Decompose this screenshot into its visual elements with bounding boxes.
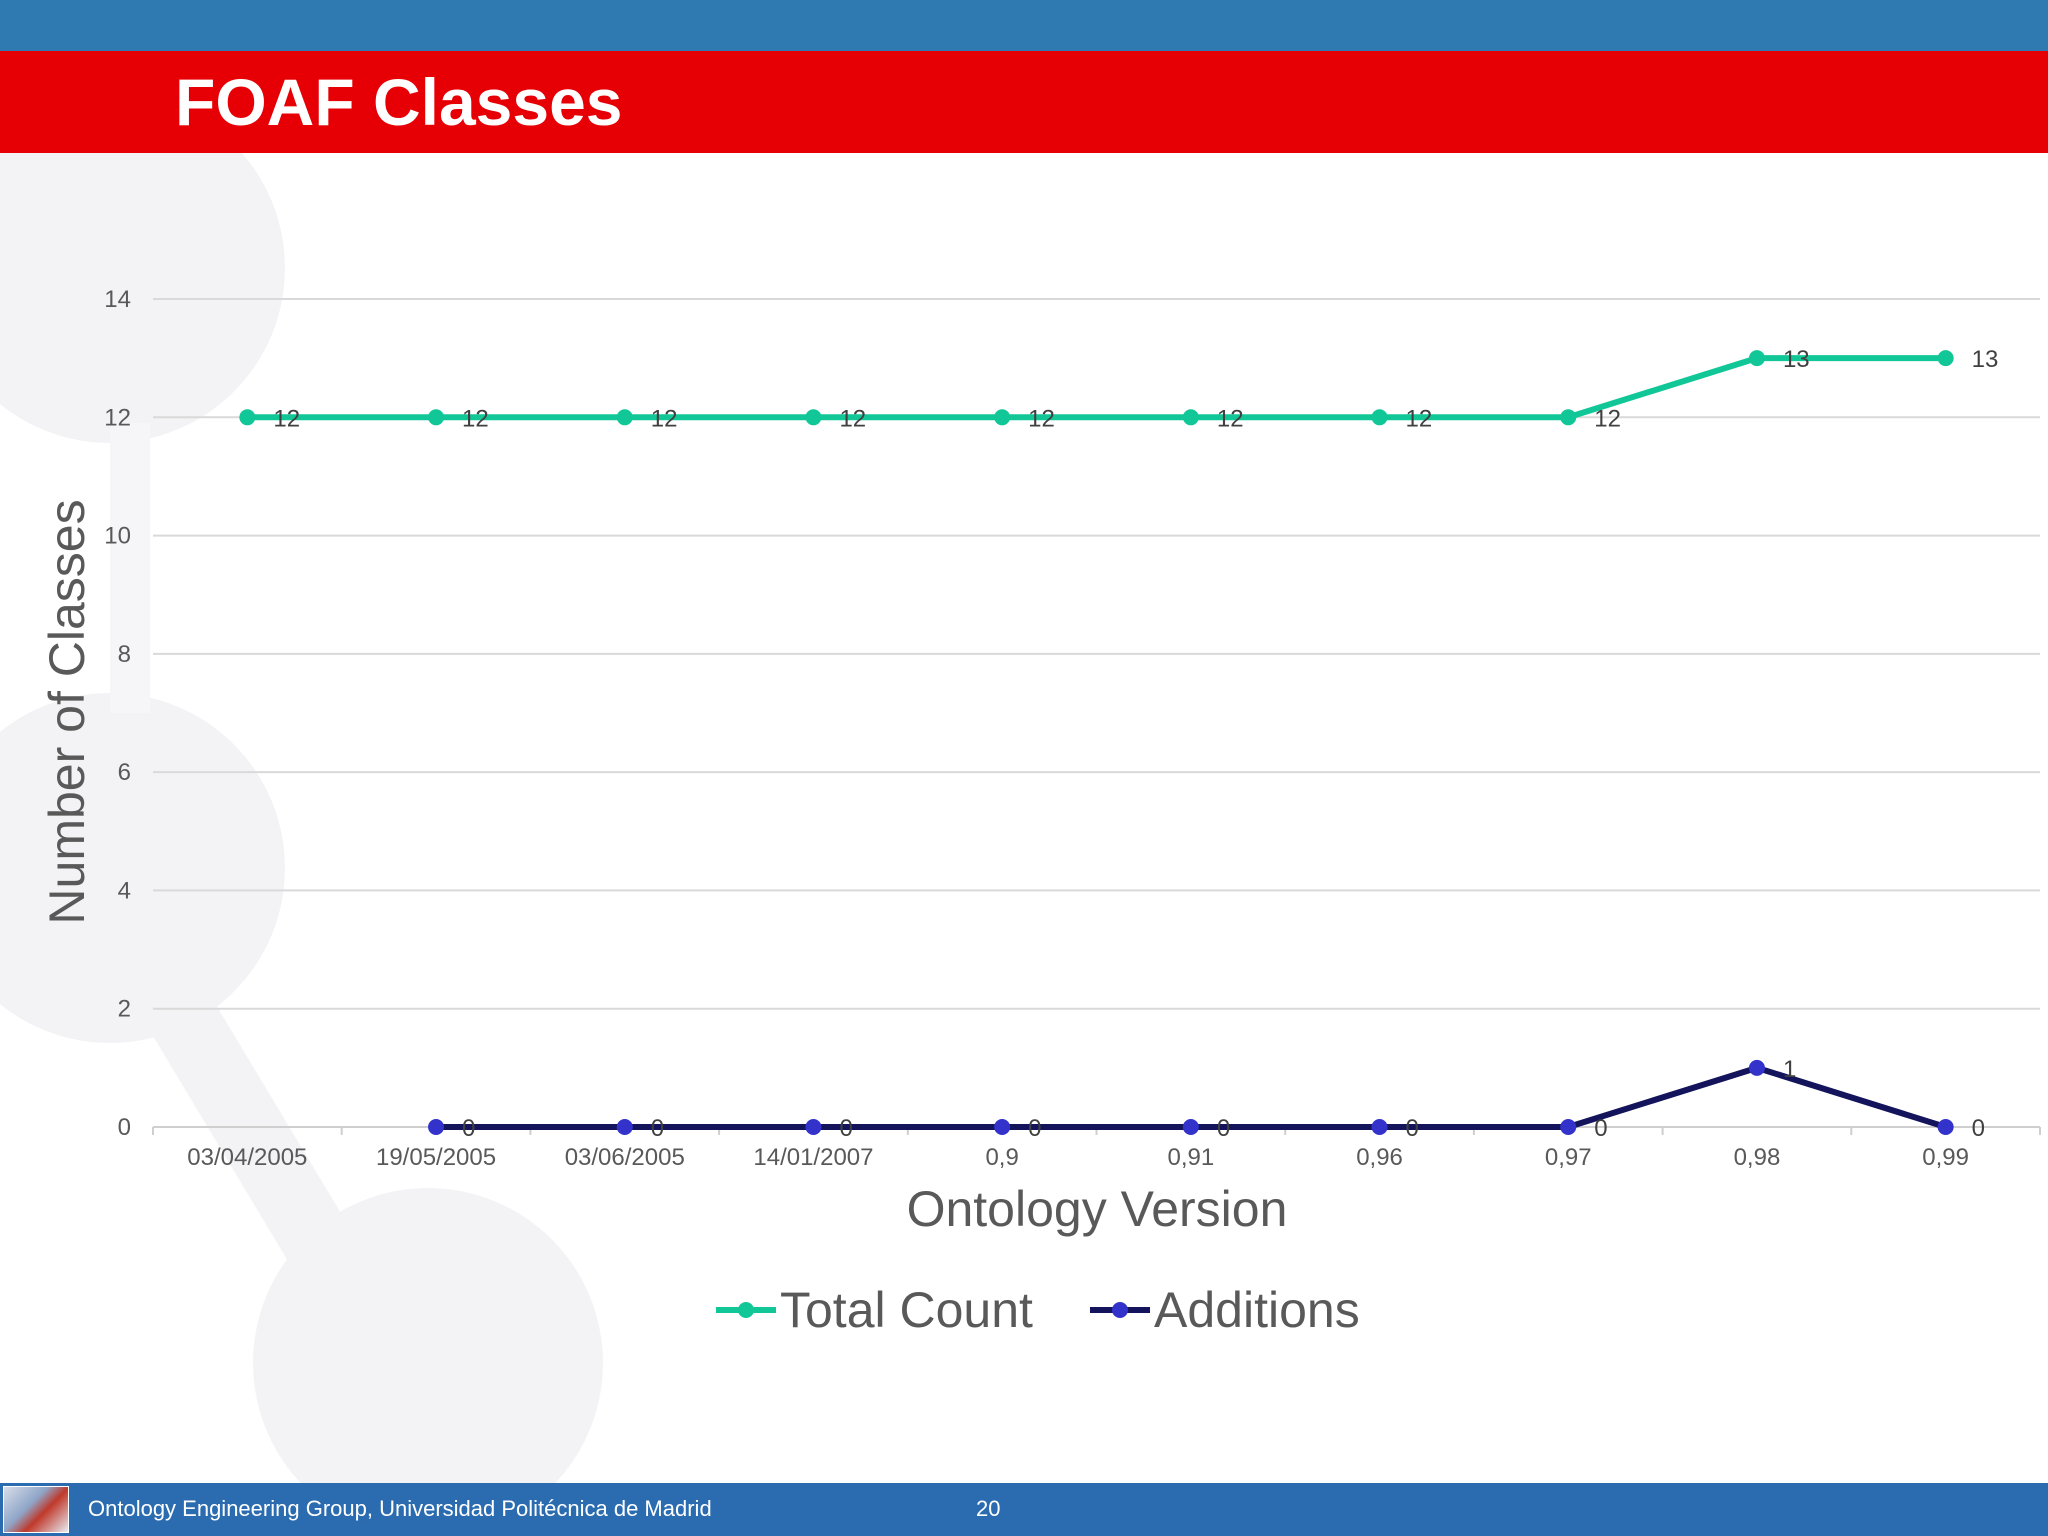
data-label: 0 [839,1115,852,1142]
data-label: 12 [839,405,866,432]
series-total-count-point [805,409,822,426]
data-label: 12 [1594,405,1621,432]
data-label: 13 [1972,346,1999,373]
y-tick-label: 2 [118,996,131,1023]
legend-item: Total Count [716,1282,1033,1338]
y-tick-label: 10 [104,523,131,550]
x-axis-ticks: 03/04/2005 19/05/2005 03/06/2005 14/01/2007… [187,1144,1969,1171]
data-label: 12 [1406,405,1433,432]
x-tick-label: 03/04/2005 [187,1144,307,1171]
oeg-logo [3,1486,69,1533]
y-axis-title: Number of Classes [39,499,95,924]
series-additions-point [1182,1119,1199,1135]
series-total-count-point [239,409,256,426]
data-label: 12 [1028,405,1055,432]
y-tick-label: 12 [104,404,131,431]
series-additions-point [1560,1119,1577,1135]
footer-organization: Ontology Engineering Group, Universidad … [88,1496,712,1521]
x-tick-label: 0,99 [1922,1144,1969,1171]
y-tick-label: 0 [118,1114,131,1141]
background-molecule-decoration [0,153,603,1483]
series-additions-point [1937,1119,1954,1135]
data-label: 0 [1217,1115,1230,1142]
series-total-count-point [994,409,1011,426]
y-tick-label: 8 [118,641,131,668]
data-label: 12 [273,405,300,432]
series-additions-point [428,1119,445,1135]
data-label: 0 [1972,1115,1985,1142]
series-total-count-point [616,409,633,426]
data-label: 12 [462,405,489,432]
data-label: 13 [1783,346,1810,373]
series-total-count-point [1371,409,1388,426]
x-axis-title: Ontology Version [907,1181,1288,1237]
legend-label: Additions [1154,1282,1360,1338]
series-layer [239,350,1954,1135]
data-label: 1 [1783,1056,1796,1083]
x-tick-label: 03/06/2005 [565,1144,685,1171]
legend-item: Additions [1090,1282,1360,1338]
series-additions-point [805,1119,822,1135]
legend: Total Count Additions [716,1282,1360,1338]
data-labels: 12 12 12 12 12 12 12 12 13 13 0 0 0 0 0 0 0 1 0 [273,346,1998,1142]
series-additions-point [1371,1119,1388,1135]
x-tick-label: 0,97 [1545,1144,1592,1171]
series-total-count-point [1937,350,1954,367]
data-label: 0 [1028,1115,1041,1142]
series-total-count-point [1748,350,1765,367]
y-tick-label: 4 [118,877,131,904]
x-tick-label: 0,9 [985,1144,1018,1171]
top-bar [0,0,2048,51]
series-total-count-line [247,355,1946,421]
data-label: 0 [1594,1115,1607,1142]
series-additions-point [1748,1059,1765,1076]
data-label: 12 [1217,405,1244,432]
x-tick-label: 0,96 [1356,1144,1403,1171]
legend-label: Total Count [780,1282,1033,1338]
series-total-count-point [1560,409,1577,426]
data-label: 0 [1406,1115,1419,1142]
y-tick-label: 6 [118,759,131,786]
data-label: 12 [651,405,678,432]
series-total-count-point [428,409,445,426]
footer-bar [0,1483,2048,1536]
series-additions-point [994,1119,1011,1135]
page-number: 20 [976,1496,1001,1521]
data-label: 0 [462,1115,475,1142]
legend-swatch-marker [738,1302,754,1318]
x-tick-label: 0,91 [1167,1144,1214,1171]
x-tick-label: 0,98 [1734,1144,1781,1171]
legend-swatch-marker [1112,1302,1128,1318]
series-total-count-point [1182,409,1199,426]
title-band [0,51,2048,153]
y-tick-label: 14 [104,286,131,313]
y-axis-ticks: 0 2 4 6 8 10 12 14 [104,286,131,1141]
series-additions-point [616,1119,633,1135]
x-tick-label: 14/01/2007 [753,1144,873,1171]
data-label: 0 [651,1115,664,1142]
slide-title: FOAF Classes [175,65,623,139]
x-tick-label: 19/05/2005 [376,1144,496,1171]
